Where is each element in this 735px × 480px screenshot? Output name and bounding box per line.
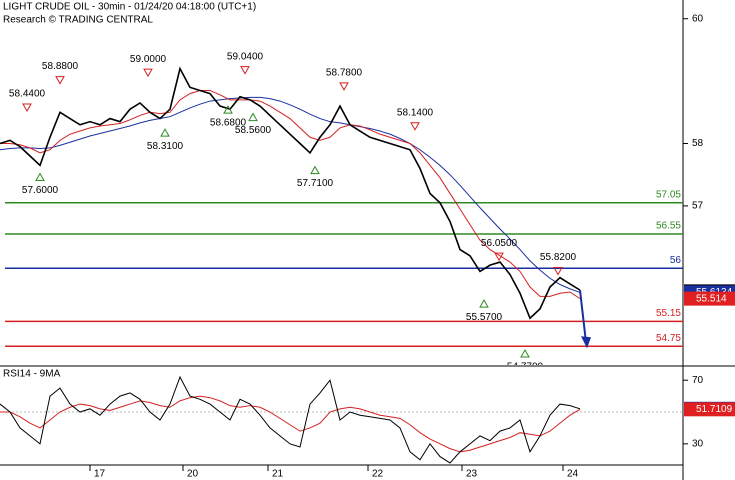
high-marker: [22, 103, 32, 113]
high-label: 58.1400: [397, 107, 434, 118]
price-tag: [684, 291, 735, 306]
high-label: 58.4400: [9, 89, 46, 100]
high-label: 58.8800: [42, 61, 79, 72]
rsi-panel: [0, 375, 683, 464]
low-label: 57.6000: [22, 185, 59, 196]
low-label: 54.7700: [507, 362, 544, 373]
rsi-title: RSI14 - 9MA: [3, 369, 61, 380]
chart-subtitle: Research © TRADING CENTRAL: [3, 15, 153, 26]
price-tag: [684, 402, 735, 417]
high-label: 55.8200: [540, 252, 577, 263]
low-label: 58.6800: [210, 118, 247, 129]
rsi-average: [0, 395, 581, 453]
price-tag-label: 55.514: [696, 293, 727, 304]
x-tick-label: 17: [94, 469, 106, 480]
price-panel: 57.05 56.55 56 55.15 54.75 58.4400 58.8800 59.0…: [0, 51, 683, 373]
level-label: 54.75: [656, 333, 681, 344]
price-tag-label: 51.7109: [696, 404, 733, 415]
forecast-arrowhead: [581, 336, 591, 349]
moving-average: [0, 89, 581, 300]
level-label: 57.05: [656, 189, 681, 200]
low-label: 58.3100: [147, 141, 184, 152]
forecast-arrow: [579, 290, 587, 343]
low-label: 57.7100: [297, 178, 334, 189]
x-tick-label: 22: [372, 469, 384, 480]
rsi-tick-label: 30: [692, 438, 704, 449]
level-label: 55.15: [656, 308, 681, 319]
axes: 172021222324605857703055.6355.613455.514…: [89, 13, 735, 480]
low-marker: [520, 349, 530, 358]
high-marker: [553, 267, 563, 276]
moving-average: [0, 96, 581, 293]
x-tick-label: 20: [187, 469, 199, 480]
high-marker: [240, 66, 250, 75]
high-label: 59.0400: [227, 51, 264, 62]
high-label: 58.7800: [326, 67, 363, 78]
low-marker: [223, 105, 233, 114]
high-label: 59.0000: [130, 54, 167, 65]
low-label: 58.5600: [235, 125, 272, 136]
low-marker: [479, 299, 489, 308]
high-marker: [55, 76, 65, 85]
low-marker: [248, 112, 258, 122]
low-marker: [35, 172, 45, 181]
y-tick-label: 58: [692, 138, 704, 149]
high-marker: [339, 82, 349, 91]
price-line: [0, 66, 581, 320]
high-marker: [410, 122, 420, 131]
low-label: 55.5700: [466, 312, 503, 323]
rsi-tick-label: 70: [692, 375, 704, 386]
x-tick-label: 24: [567, 469, 579, 480]
high-marker: [143, 68, 153, 78]
low-marker: [160, 128, 170, 137]
rsi-line: [0, 375, 581, 464]
high-marker: [494, 252, 504, 262]
high-label: 56.0500: [481, 238, 518, 249]
chart-title: LIGHT CRUDE OIL - 30min - 01/24/20 04:18…: [3, 2, 256, 13]
level-label: 56.55: [656, 221, 681, 232]
x-tick-label: 21: [272, 469, 284, 480]
level-label: 56: [670, 255, 682, 266]
y-tick-label: 57: [692, 201, 704, 212]
x-tick-label: 23: [466, 469, 478, 480]
low-marker: [310, 165, 320, 175]
y-tick-label: 60: [692, 13, 704, 24]
